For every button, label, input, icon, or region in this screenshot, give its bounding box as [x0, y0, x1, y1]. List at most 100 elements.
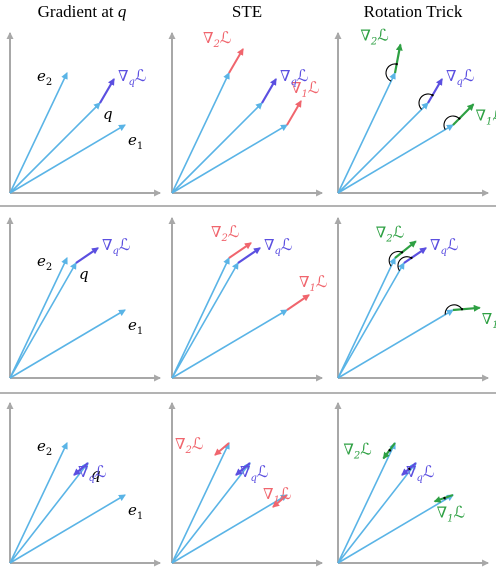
codebook-vector-e2 [9, 257, 68, 379]
label-e1: e1 [128, 131, 143, 152]
codebook-vector-e1 [171, 494, 288, 564]
panel-r2-c2: ∇2ℒ ∇1ℒ ∇qℒ [168, 216, 327, 382]
label-q: q [103, 105, 113, 123]
angle-arc-e1 [443, 115, 460, 130]
label-grad-e1: ∇1ℒ [437, 502, 465, 524]
gradient-q-arrow [235, 462, 251, 476]
codebook-vector-e2 [9, 72, 68, 194]
angle-arc-e1-tip [460, 308, 464, 311]
label-grad-e1: ∇1ℒ [476, 105, 496, 127]
column-title-rotation-text: Rotation Trick [363, 2, 463, 21]
rotation-gradient-e1 [452, 304, 481, 312]
angle-arc-e2-tip [400, 251, 404, 254]
gradient-q-arrow [75, 247, 99, 264]
label-grad-q: ∇qℒ [446, 66, 474, 88]
label-grad-q: ∇qℒ [240, 462, 268, 484]
label-q: q [79, 265, 89, 283]
label-grad-q: ∇qℒ [430, 235, 458, 257]
column-title-gradient-math: q [117, 2, 127, 21]
codebook-vector-e2 [337, 442, 396, 564]
label-grad-q: ∇qℒ [102, 235, 130, 257]
column-title-gradient: Gradient at q [0, 0, 164, 24]
label-grad-q: ∇qℒ [118, 66, 146, 88]
column-title-ste: STE [164, 0, 330, 24]
ste-gradient-e2 [228, 242, 252, 259]
panel-r1-c3: ∇2ℒ ∇1ℒ∇qℒ [334, 26, 496, 197]
angle-arc-e2-tip [388, 449, 391, 452]
gradient-q-arrow [73, 462, 89, 476]
codebook-vector-e2 [171, 72, 230, 194]
query-vector-q [9, 102, 101, 194]
label-e1: e1 [128, 316, 143, 337]
ste-gradient-e1 [286, 294, 310, 311]
codebook-vector-e1 [171, 309, 288, 379]
codebook-vector-e2 [9, 442, 68, 564]
codebook-vector-e1 [9, 494, 126, 564]
label-e2: e2 [37, 252, 52, 273]
angle-arc-q [397, 256, 412, 272]
codebook-vector-e1 [337, 309, 454, 379]
codebook-vector-e1 [337, 124, 454, 194]
label-grad-e2: ∇2ℒ [175, 434, 203, 456]
query-vector-q [337, 462, 417, 564]
label-grad-q: ∇qℒ [264, 235, 292, 257]
rotation-gradient-e2 [393, 43, 403, 74]
panel-r1-c1: e2 q e1 ∇qℒ [6, 31, 162, 197]
panel-r2-c3: ∇2ℒ ∇1ℒ ∇qℒ [334, 216, 496, 382]
panel-r3-c1: e2 q e1 ∇qℒ [6, 401, 162, 567]
query-vector-q [337, 262, 405, 379]
query-vector-q [9, 462, 89, 564]
angle-arc-e1-tip [443, 496, 446, 500]
label-e1: e1 [128, 501, 143, 522]
gradient-q-arrow [403, 247, 427, 264]
label-e2: e2 [37, 437, 52, 458]
gradient-q-arrow [427, 78, 443, 104]
angle-arc-q-tip [407, 467, 411, 471]
codebook-vector-e1 [9, 124, 126, 194]
panel-r3-c2: ∇2ℒ ∇1ℒ∇qℒ [168, 401, 324, 567]
panel-r3-c3: ∇2ℒ ∇1ℒ∇qℒ [334, 401, 490, 567]
angle-arc-q [418, 93, 433, 110]
label-grad-e1: ∇1ℒ [299, 272, 327, 294]
codebook-vector-e1 [337, 494, 454, 564]
gradient-q-arrow [261, 78, 277, 104]
codebook-vector-e2 [171, 442, 230, 564]
label-grad-e2: ∇2ℒ [343, 439, 371, 461]
angle-arc-q-tip [410, 256, 413, 260]
angle-arc-e2 [385, 63, 397, 82]
ste-gradient-e2 [214, 442, 230, 456]
angle-arc-e1 [444, 304, 463, 315]
label-grad-e1: ∇1ℒ [482, 309, 496, 331]
label-grad-q: ∇qℒ [406, 462, 434, 484]
label-e2: e2 [37, 67, 52, 88]
ste-gradient-e1 [272, 494, 288, 508]
column-title-gradient-text: Gradient at [37, 2, 114, 21]
gradient-q-arrow [99, 78, 115, 104]
label-grad-e2: ∇2ℒ [203, 28, 231, 50]
panel-r1-c2: ∇2ℒ ∇1ℒ∇qℒ [168, 28, 324, 197]
ste-gradient-e1 [286, 100, 302, 126]
query-vector-q [9, 262, 77, 379]
query-vector-q [171, 262, 239, 379]
label-grad-q: ∇qℒ [280, 66, 308, 88]
angle-arc-e2 [388, 250, 403, 267]
label-grad-e2: ∇2ℒ [360, 26, 388, 48]
rotation-gradient-e1 [452, 103, 475, 126]
codebook-vector-e1 [171, 124, 288, 194]
column-title-rotation: Rotation Trick [330, 0, 496, 24]
label-grad-e1: ∇1ℒ [263, 484, 291, 506]
label-grad-e2: ∇2ℒ [376, 222, 404, 244]
codebook-vector-e1 [9, 309, 126, 379]
label-grad-e1: ∇1ℒ [291, 78, 319, 100]
panel-r2-c1: e2 q e1 ∇qℒ [6, 216, 162, 382]
label-q: q [91, 465, 101, 483]
ste-gradient-e2 [228, 48, 244, 74]
query-vector-q [171, 102, 263, 194]
codebook-vector-e2 [337, 72, 396, 194]
column-title-ste-text: STE [231, 2, 263, 21]
label-grad-e2: ∇2ℒ [211, 222, 239, 244]
query-vector-q [171, 462, 251, 564]
codebook-vector-e2 [171, 257, 230, 379]
label-grad-q: ∇qℒ [78, 462, 106, 484]
